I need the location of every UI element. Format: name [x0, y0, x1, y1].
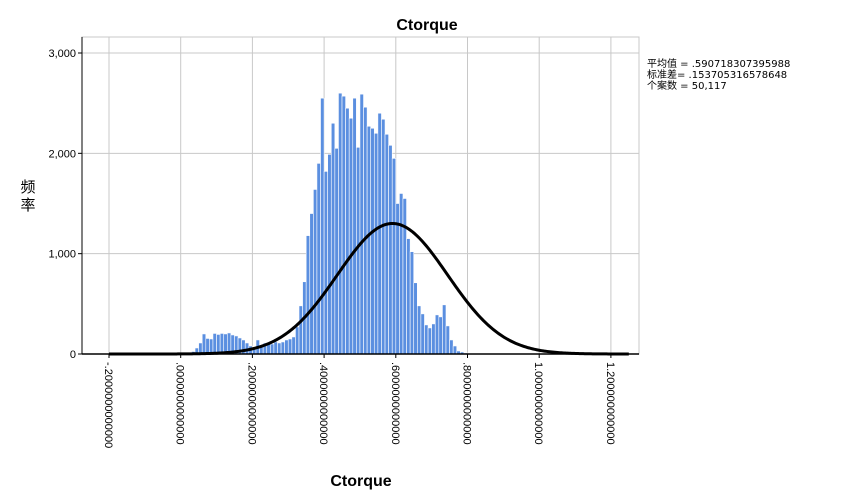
histogram-bar [341, 95, 346, 355]
histogram-bar [402, 198, 407, 355]
histogram-bar [388, 145, 393, 355]
histogram-bar [363, 106, 368, 355]
histogram-bar [205, 338, 210, 355]
x-tick-label: 1.200000000000 [604, 362, 616, 445]
histogram-bar [395, 203, 400, 355]
histogram-bar [270, 343, 275, 355]
histogram-bar [330, 122, 336, 355]
x-tick-label: -.2000000000000 [102, 362, 114, 448]
bars [180, 92, 468, 355]
histogram-bar [381, 118, 386, 355]
histogram-bar [445, 325, 450, 355]
histogram-bar [323, 171, 328, 355]
histogram-bar [424, 324, 429, 355]
histogram-bar [399, 193, 404, 355]
x-tick-label: 1.000000000000 [532, 362, 544, 445]
histogram-bar [352, 97, 357, 355]
histogram-bar [309, 213, 314, 355]
x-tick-label: .4000000000000 [317, 362, 329, 445]
stats-mean: 平均值 = .590718307395988 [647, 57, 790, 70]
x-tick-label: .8000000000000 [461, 362, 473, 445]
histogram-bar [427, 327, 432, 355]
x-tick-label: .0000000000000 [174, 362, 186, 445]
histogram-bar [384, 133, 389, 355]
histogram-bar [212, 333, 217, 355]
x-tick-labels: -.2000000000000 .0000000000000 .2000000000… [102, 362, 616, 448]
histogram-bar [305, 235, 311, 355]
x-axis-label: Ctorque [330, 473, 391, 490]
histogram-bar [284, 339, 289, 355]
axes [78, 37, 639, 358]
histogram-bar [377, 112, 382, 355]
histogram-bar [442, 304, 447, 355]
y-axis-label-line2: 率 [20, 196, 35, 214]
y-tick-label: 3,000 [48, 48, 76, 60]
histogram-bar [348, 117, 354, 355]
histogram-bar [273, 341, 278, 355]
histogram-bar [438, 316, 443, 355]
histogram-bar [216, 334, 221, 355]
histogram-bar [431, 323, 436, 355]
histogram-bar [366, 125, 372, 355]
histogram-bar [223, 333, 228, 355]
histogram-bar [409, 251, 415, 355]
stats-std: 标准差= .153705316578648 [647, 68, 787, 81]
histogram-bar [287, 338, 293, 355]
histogram-bar [277, 342, 282, 355]
histogram-bar [316, 163, 321, 355]
y-tick-label: 2,000 [48, 148, 76, 160]
histogram-bar [313, 189, 318, 355]
x-tick-label: .6000000000000 [389, 362, 401, 445]
histogram-bar [338, 92, 343, 355]
histogram-bar [280, 341, 285, 355]
stats-box: 平均值 = .590718307395988 标准差= .15370531657… [647, 57, 790, 92]
histogram-bar [291, 336, 296, 355]
histogram-bar [370, 127, 375, 355]
histogram-bar [320, 97, 325, 355]
histogram-bar [201, 333, 207, 355]
histogram-bar [298, 305, 303, 355]
histogram-bar [334, 148, 339, 355]
x-tick-label: .2000000000000 [245, 362, 257, 445]
histogram-bar [452, 345, 458, 355]
y-tick-label: 1,000 [48, 249, 76, 261]
histogram-bar [434, 314, 440, 355]
y-tick-labels: 0 1,000 2,000 3,000 [48, 48, 76, 361]
histogram-bar [420, 313, 425, 355]
histogram-bar [391, 158, 397, 355]
histogram-bar [359, 93, 364, 355]
y-axis-label-line1: 频 [20, 178, 35, 196]
y-tick-label: 0 [70, 349, 76, 361]
chart-title: Ctorque [396, 17, 457, 34]
stats-n: 个案数 = 50,117 [647, 79, 727, 92]
histogram-bar [406, 238, 411, 355]
histogram-bar [417, 305, 422, 355]
histogram-bar [345, 107, 350, 355]
histogram-bar [295, 326, 300, 355]
histogram-bar [327, 154, 332, 355]
histogram-bar [449, 339, 454, 355]
histogram-bar [219, 333, 225, 355]
histogram-bar [209, 338, 214, 355]
histogram-bar [413, 282, 418, 355]
histogram-bar [356, 147, 361, 355]
histogram-bar [373, 132, 379, 355]
